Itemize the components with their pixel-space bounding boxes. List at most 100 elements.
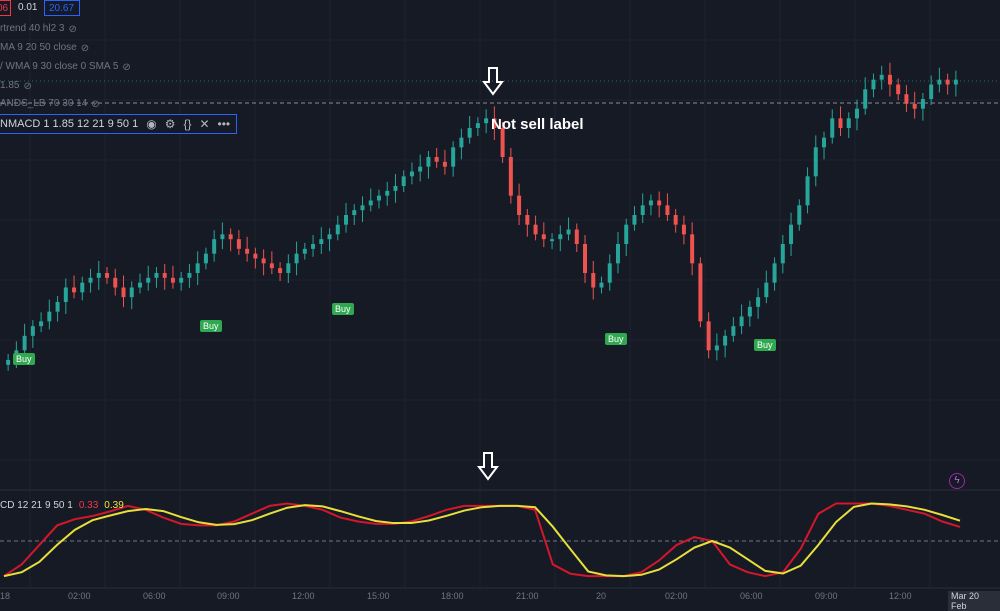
lightning-icon[interactable]: ϟ bbox=[949, 473, 965, 489]
candle-body bbox=[673, 215, 678, 225]
oscillator-yellow-line bbox=[3, 502, 961, 578]
candle-body bbox=[129, 287, 134, 298]
x-axis-label: 12:00 bbox=[292, 591, 315, 601]
candle-body bbox=[929, 84, 934, 99]
legend-label: 1.85 bbox=[0, 80, 20, 91]
candle-body bbox=[541, 234, 546, 240]
indicator-row[interactable]: NMACD 1 1.85 12 21 9 50 1 ◉ ⚙ {} ✕ ••• bbox=[0, 114, 238, 134]
candle-body bbox=[822, 137, 827, 148]
candle-body bbox=[533, 224, 538, 235]
candle-body bbox=[887, 74, 892, 85]
legend-wma[interactable]: / WMA 9 30 close 0 SMA 5 ⊘ bbox=[0, 61, 136, 73]
legend-value[interactable]: 1.85 ⊘ bbox=[0, 80, 37, 92]
close-icon[interactable]: ✕ bbox=[199, 117, 210, 131]
candle-body bbox=[912, 103, 917, 109]
candle-body bbox=[393, 186, 398, 191]
candle-body bbox=[739, 316, 744, 327]
gear-icon[interactable]: ⚙ bbox=[164, 117, 176, 131]
eye-off-icon[interactable]: ⊘ bbox=[91, 98, 100, 110]
oscillator-red-line bbox=[3, 502, 961, 578]
candle-body bbox=[253, 253, 258, 259]
buy-label: Buy bbox=[200, 320, 222, 332]
candle-body bbox=[632, 215, 637, 225]
candle-body bbox=[327, 234, 332, 240]
candle-body bbox=[311, 244, 316, 249]
candle-body bbox=[615, 244, 620, 264]
candle-body bbox=[475, 123, 480, 128]
candle-body bbox=[269, 263, 274, 269]
candle-body bbox=[88, 277, 93, 283]
eye-off-icon[interactable]: ⊘ bbox=[23, 80, 32, 92]
candle-body bbox=[335, 224, 340, 235]
candle-body bbox=[599, 282, 604, 288]
candle-body bbox=[418, 166, 423, 172]
candle-body bbox=[261, 258, 266, 264]
candle-body bbox=[220, 234, 225, 240]
candle-body bbox=[368, 200, 373, 206]
candle-body bbox=[690, 234, 695, 264]
candle-body bbox=[278, 268, 283, 273]
candle-body bbox=[681, 224, 686, 235]
x-axis-label: 06:00 bbox=[143, 591, 166, 601]
buy-label: Buy bbox=[605, 333, 627, 345]
eye-off-icon[interactable]: ⊘ bbox=[80, 42, 90, 54]
candle-body bbox=[426, 157, 431, 167]
x-axis-current-label: Mar 20 Feb bbox=[948, 591, 1000, 611]
candle-body bbox=[772, 263, 777, 283]
candle-body bbox=[838, 118, 843, 128]
candle-body bbox=[47, 311, 52, 322]
candle-body bbox=[756, 297, 761, 307]
candle-body bbox=[6, 360, 11, 365]
candle-body bbox=[764, 282, 769, 298]
legend-label: / WMA 9 30 close 0 SMA 5 bbox=[0, 61, 119, 72]
candle-body bbox=[574, 229, 579, 244]
legend-ma[interactable]: MA 9 20 50 close ⊘ bbox=[0, 42, 95, 54]
candle-body bbox=[179, 277, 184, 283]
candle-body bbox=[203, 253, 208, 264]
candle-body bbox=[747, 306, 752, 317]
candle-body bbox=[409, 171, 414, 177]
candle-body bbox=[72, 287, 77, 293]
candle-body bbox=[607, 263, 612, 283]
down-arrow-icon bbox=[477, 452, 499, 481]
legend-bands[interactable]: ANDS_LB 70 30 14 ⊘ bbox=[0, 98, 105, 110]
candle-body bbox=[780, 244, 785, 264]
candle-body bbox=[500, 128, 505, 157]
candle-body bbox=[170, 277, 175, 283]
candle-body bbox=[236, 239, 241, 249]
indicator-label: NMACD 1 1.85 12 21 9 50 1 bbox=[0, 118, 139, 130]
candle-body bbox=[459, 137, 464, 148]
candle-body bbox=[624, 224, 629, 244]
annotation-not-sell-label: Not sell label bbox=[491, 116, 584, 133]
candle-body bbox=[863, 89, 868, 109]
candle-body bbox=[294, 253, 299, 264]
candle-body bbox=[830, 118, 835, 138]
code-braces-icon[interactable]: {} bbox=[183, 117, 192, 131]
candle-body bbox=[805, 176, 810, 206]
candle-body bbox=[105, 273, 110, 278]
candle-body bbox=[665, 205, 670, 215]
more-icon[interactable]: ••• bbox=[217, 117, 231, 131]
candle-body bbox=[797, 205, 802, 225]
candle-body bbox=[22, 335, 27, 351]
eye-off-icon[interactable]: ⊘ bbox=[68, 23, 77, 35]
eye-icon[interactable]: ◉ bbox=[146, 117, 157, 131]
top-value-red: 06 bbox=[0, 0, 11, 16]
candle-body bbox=[706, 321, 711, 351]
candle-body bbox=[63, 287, 68, 302]
candle-body bbox=[195, 263, 200, 273]
candle-body bbox=[154, 273, 159, 278]
candle-body bbox=[228, 234, 233, 240]
candle-body bbox=[583, 244, 588, 273]
legend-label: rtrend 40 hl2 3 bbox=[0, 23, 65, 34]
candle-body bbox=[451, 147, 456, 167]
x-axis-label: 09:00 bbox=[815, 591, 838, 601]
eye-off-icon[interactable]: ⊘ bbox=[122, 61, 131, 73]
legend-supertrend[interactable]: rtrend 40 hl2 3 ⊘ bbox=[0, 23, 83, 35]
candle-body bbox=[146, 277, 151, 283]
lower-indicator-legend[interactable]: CD 12 21 9 50 1 0.33 0.39 bbox=[0, 500, 124, 511]
candle-body bbox=[352, 210, 357, 215]
candle-body bbox=[121, 287, 126, 298]
